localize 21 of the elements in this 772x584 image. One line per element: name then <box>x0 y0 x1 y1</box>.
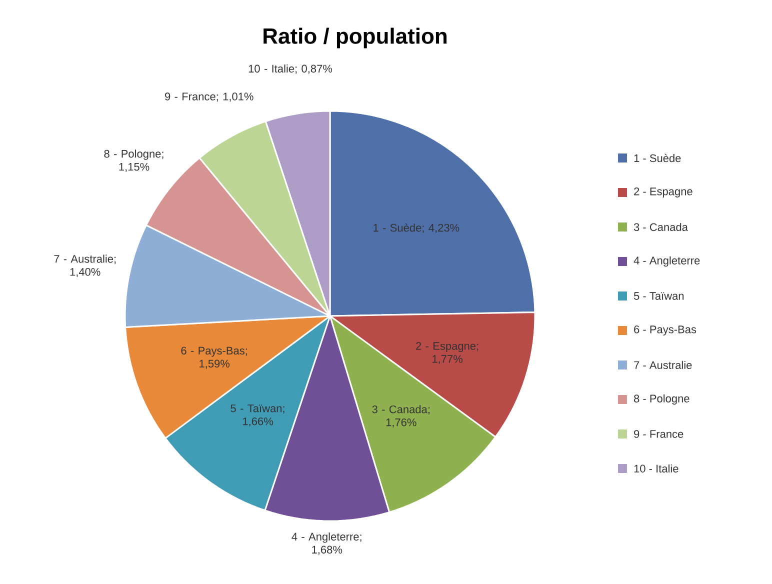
data-label: 8 - Pologne; 1,15% <box>104 150 164 172</box>
legend-label: 1 - Suède <box>634 154 681 162</box>
legend-label: 10 - Italie <box>634 464 678 473</box>
legend-label: 7 - Australie <box>634 360 692 370</box>
data-label: 3 - Canada; 1,76% <box>372 405 430 428</box>
data-label: 9 - France; 1,01% <box>165 92 254 102</box>
data-label: 10 - Italie; 0,87% <box>248 64 332 74</box>
data-label: 7 - Australie; 1,40% <box>54 254 116 278</box>
legend-label: 5 - Taïwan <box>634 292 684 300</box>
data-label: 1 - Suède; 4,23% <box>374 223 460 233</box>
legend-label: 9 - France <box>634 430 684 438</box>
legend-label: 6 - Pays-Bas <box>634 326 696 336</box>
data-label: 5 - Taïwan; 1,66% <box>230 404 284 427</box>
data-label: 2 - Espagne; 1,77% <box>416 342 478 364</box>
data-label: 4 - Angleterre; 1,68% <box>292 532 362 555</box>
legend-label: 8 - Pologne <box>634 394 690 405</box>
data-label: 6 - Pays-Bas; 1,59% <box>181 346 247 369</box>
legend-label: 3 - Canada <box>634 222 688 232</box>
legend-label: 2 - Espagne <box>634 188 692 198</box>
chart-title: Ratio / population <box>264 28 447 48</box>
legend-label: 4 - Angleterre <box>634 256 700 267</box>
